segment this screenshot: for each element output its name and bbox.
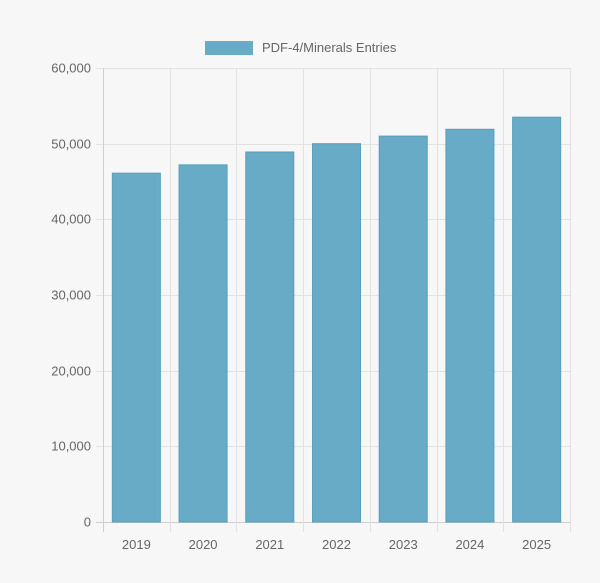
bars bbox=[111, 116, 562, 523]
legend-label: PDF-4/Minerals Entries bbox=[262, 40, 397, 55]
y-tick-label: 60,000 bbox=[51, 61, 91, 76]
x-tick-label: 2023 bbox=[389, 537, 418, 552]
y-tick-label: 20,000 bbox=[51, 364, 91, 379]
y-tick-label: 40,000 bbox=[51, 212, 91, 227]
bar-2024 bbox=[445, 128, 495, 523]
x-axis-ticks: 2019 2020 2021 2022 2023 2024 2025 bbox=[122, 537, 551, 552]
x-tick-label: 2020 bbox=[189, 537, 218, 552]
bar-2021 bbox=[245, 151, 295, 523]
bar-2025 bbox=[512, 116, 562, 523]
x-tick-label: 2024 bbox=[455, 537, 484, 552]
x-tick-label: 2019 bbox=[122, 537, 151, 552]
y-tick-label: 0 bbox=[84, 515, 91, 530]
x-tick-label: 2025 bbox=[522, 537, 551, 552]
y-tick-label: 50,000 bbox=[51, 137, 91, 152]
y-tick-label: 30,000 bbox=[51, 288, 91, 303]
y-tick-label: 10,000 bbox=[51, 439, 91, 454]
bar-2019 bbox=[111, 172, 161, 523]
bar-2022 bbox=[311, 143, 362, 523]
x-tick-label: 2022 bbox=[322, 537, 351, 552]
legend[interactable]: PDF-4/Minerals Entries bbox=[205, 40, 397, 55]
bar-2020 bbox=[178, 164, 228, 523]
y-axis-ticks: 0 10,000 20,000 30,000 40,000 50,000 60,000 bbox=[51, 61, 91, 530]
legend-swatch bbox=[205, 41, 253, 55]
x-tick-label: 2021 bbox=[255, 537, 284, 552]
bar-2023 bbox=[378, 135, 428, 523]
